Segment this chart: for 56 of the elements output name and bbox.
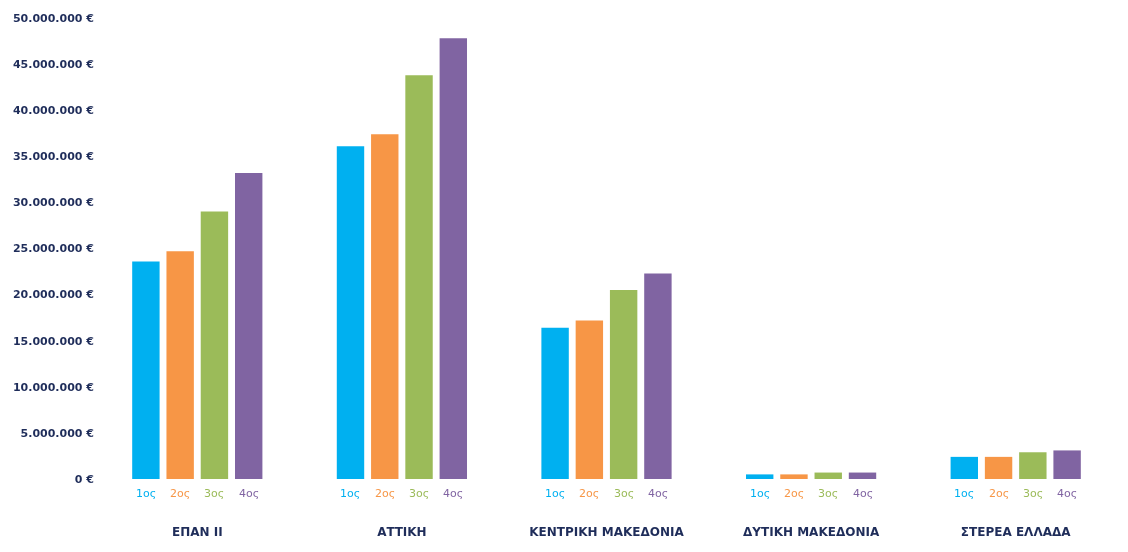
text: 3ος [1023, 487, 1044, 500]
bar [575, 320, 604, 479]
y-tick-label: 35.000.000 € [12, 150, 94, 164]
text: 1ος [954, 487, 975, 500]
y-tick-label: 10.000.000 € [12, 380, 94, 394]
series-label: 4ος [239, 487, 260, 500]
text: 1ος [750, 487, 771, 500]
text: 4ος [1057, 487, 1078, 500]
y-tick-label: 5.000.000 € [20, 426, 94, 440]
series-label: 3ος [204, 487, 225, 500]
y-tick-label: 15.000.000 € [12, 334, 94, 348]
bar [1053, 450, 1081, 479]
text: 2ος [579, 487, 600, 500]
text: 4ος [443, 487, 464, 500]
bar [166, 251, 194, 479]
text: 2ος [989, 487, 1010, 500]
bar [1019, 452, 1047, 479]
y-tick-label: 20.000.000 € [12, 288, 94, 302]
x-tick-label: ΣΤΕΡΕΑ ΕΛΛΑΔΑ [960, 525, 1072, 539]
y-tick-label: 40.000.000 € [12, 104, 94, 118]
bar [336, 146, 365, 479]
text: 2ος [375, 487, 396, 500]
bar [814, 472, 842, 479]
y-tick-label: 30.000.000 € [12, 196, 94, 210]
x-tick-label: ΔΥΤΙΚΗ ΜΑΚΕΔΟΝΙΑ [743, 525, 880, 539]
bar [235, 172, 263, 479]
text: 3ος [614, 487, 635, 500]
series-label: 2ος [170, 487, 191, 500]
bar [848, 472, 877, 479]
bar [200, 211, 229, 479]
bar [439, 38, 468, 479]
text: 3ος [409, 487, 430, 500]
y-tick-label: 25.000.000 € [12, 242, 94, 256]
text: 4ος [853, 487, 874, 500]
y-tick-label: 50.000.000 € [12, 11, 94, 25]
bar [371, 134, 399, 479]
bar [780, 474, 808, 479]
y-tick-label: 0 € [74, 472, 94, 486]
x-tick-label: ΑΤΤΙΚΗ [377, 525, 427, 539]
y-tick-label: 45.000.000 € [12, 57, 94, 71]
x-tick-label: ΚΕΝΤΡΙΚΗ ΜΑΚΕΔΟΝΙΑ [529, 525, 685, 539]
x-tick-label: ΕΠΑΝ ΙΙ [171, 525, 223, 539]
bar [644, 273, 672, 479]
text: 1ος [545, 487, 566, 500]
text: 2ος [784, 487, 805, 500]
bar [132, 261, 160, 479]
bar [541, 327, 569, 479]
bar [405, 75, 433, 479]
text: 4ος [648, 487, 669, 500]
bar [984, 456, 1013, 479]
bar [950, 456, 978, 479]
text: 3ος [818, 487, 839, 500]
series-label: 1ος [136, 487, 157, 500]
bar [745, 474, 774, 479]
bar [609, 289, 638, 479]
text: 1ος [340, 487, 361, 500]
